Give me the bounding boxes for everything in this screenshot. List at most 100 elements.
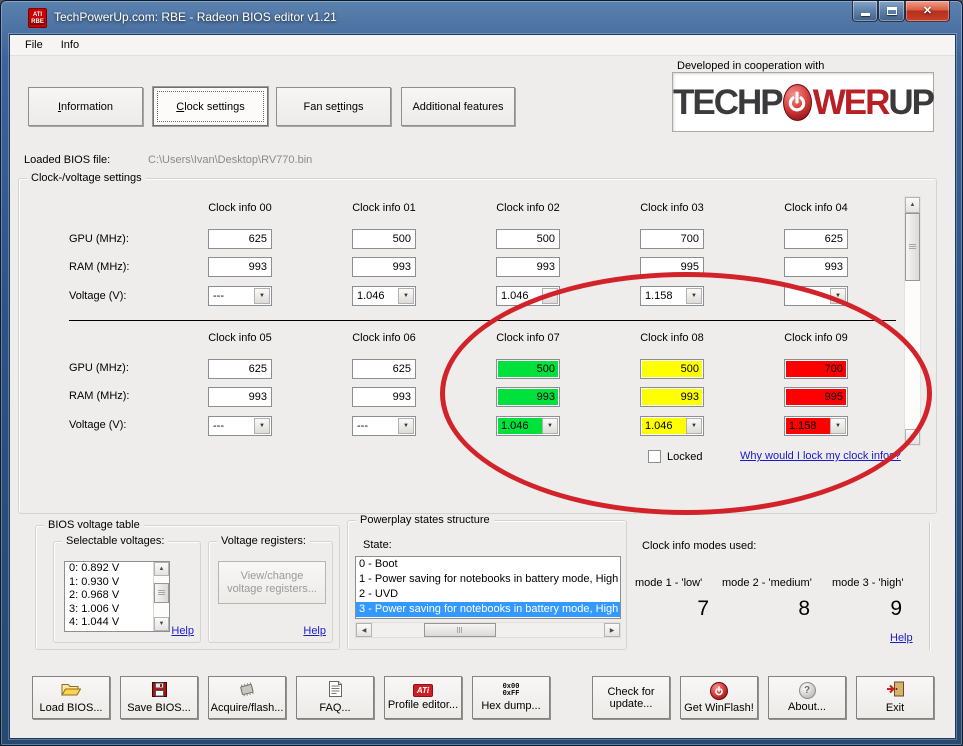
list-item[interactable]: 2 - UVD bbox=[359, 588, 399, 600]
tab-clock-settings[interactable]: Clock settings bbox=[153, 87, 268, 126]
tab-fan-settings[interactable]: Fan settings bbox=[276, 87, 391, 126]
list-item[interactable]: 1 - Power saving for notebooks in batter… bbox=[359, 573, 621, 585]
ram-field[interactable]: 995 bbox=[784, 387, 848, 407]
load-bios-button[interactable]: Load BIOS... bbox=[32, 676, 110, 719]
clock-scrollbar[interactable]: ▲ ▼ bbox=[904, 196, 921, 446]
gpu-field[interactable]: 625 bbox=[352, 359, 416, 379]
scroll-left-icon[interactable]: ◀ bbox=[356, 623, 372, 637]
list-item[interactable]: 4: 1.044 V bbox=[69, 616, 120, 629]
gpu-field[interactable]: 500 bbox=[640, 359, 704, 379]
about-button[interactable]: ? About... bbox=[768, 676, 846, 719]
voltage-dropdown[interactable]: --- ▼ bbox=[208, 286, 272, 306]
tab-additional-features[interactable]: Additional features bbox=[401, 87, 515, 126]
menu-file[interactable]: File bbox=[25, 39, 43, 51]
ram-field[interactable]: 995 bbox=[640, 257, 704, 277]
clock-info-column-08: Clock info 08 500 993 1.046 ▼ bbox=[622, 332, 722, 442]
menu-info[interactable]: Info bbox=[60, 39, 80, 51]
get-winflash-button[interactable]: Get WinFlash! bbox=[680, 676, 758, 719]
mode-1-column: mode 1 - 'low' 7 bbox=[635, 577, 709, 621]
check-update-button[interactable]: Check for update... bbox=[592, 676, 670, 719]
chevron-down-icon[interactable]: ▼ bbox=[254, 288, 270, 304]
clock-voltage-group-label: Clock-/voltage settings bbox=[27, 172, 146, 184]
hex-dump-button[interactable]: 0x00 0xFF Hex dump... bbox=[472, 676, 550, 719]
voltage-dropdown[interactable]: 1.046 ▼ bbox=[352, 286, 416, 306]
voltage-dropdown[interactable]: --- ▼ bbox=[352, 416, 416, 436]
state-listbox[interactable]: 0 - Boot 1 - Power saving for notebooks … bbox=[355, 556, 621, 619]
gpu-field[interactable]: 625 bbox=[208, 229, 272, 249]
lock-info-link[interactable]: Why would I lock my clock infos? bbox=[740, 450, 901, 462]
voltage-dropdown[interactable]: 1.158 ▼ bbox=[640, 286, 704, 306]
voltage-dropdown[interactable]: 1.046 ▼ bbox=[496, 416, 560, 436]
ram-field[interactable]: 993 bbox=[208, 257, 272, 277]
locked-checkbox[interactable] bbox=[648, 450, 661, 463]
voltage-row-label: Voltage (V): bbox=[69, 419, 127, 431]
gpu-field[interactable]: 500 bbox=[496, 359, 560, 379]
chevron-down-icon[interactable]: ▼ bbox=[398, 288, 414, 304]
gpu-field[interactable]: 700 bbox=[640, 229, 704, 249]
chevron-down-icon[interactable]: ▼ bbox=[686, 418, 702, 434]
chevron-down-icon[interactable]: ▼ bbox=[398, 418, 414, 434]
scrollbar-thumb[interactable] bbox=[424, 623, 496, 637]
scroll-right-icon[interactable]: ▶ bbox=[604, 623, 620, 637]
scroll-up-icon[interactable]: ▲ bbox=[905, 197, 920, 213]
voltage-dropdown[interactable]: --- ▼ bbox=[208, 416, 272, 436]
acquire-flash-button[interactable]: Acquire/flash... bbox=[208, 676, 286, 719]
clock-info-column-02: Clock info 02 500 993 1.046 ▼ bbox=[478, 202, 578, 312]
list-item[interactable]: 3: 1.006 V bbox=[69, 602, 120, 615]
gpu-field[interactable]: 500 bbox=[352, 229, 416, 249]
ram-field[interactable]: 993 bbox=[352, 257, 416, 277]
ram-field[interactable]: 993 bbox=[352, 387, 416, 407]
profile-editor-button[interactable]: ATi Profile editor... bbox=[384, 676, 462, 719]
chevron-down-icon[interactable]: ▼ bbox=[542, 418, 558, 434]
list-item[interactable]: 2: 0.968 V bbox=[69, 589, 120, 602]
gpu-field[interactable]: 625 bbox=[784, 229, 848, 249]
clock-info-column-04: Clock info 04 625 993 ▼ bbox=[766, 202, 866, 312]
clock-info-header: Clock info 01 bbox=[352, 202, 416, 214]
chevron-down-icon[interactable]: ▼ bbox=[686, 288, 702, 304]
ram-field[interactable]: 993 bbox=[784, 257, 848, 277]
voltages-scrollbar[interactable]: ▲ ▼ bbox=[153, 562, 169, 631]
voltage-dropdown[interactable]: ▼ bbox=[784, 286, 848, 306]
title-bar[interactable]: ATI RBE TechPowerUp.com: RBE - Radeon BI… bbox=[1, 1, 962, 34]
scrollbar-thumb[interactable] bbox=[154, 583, 169, 603]
list-item[interactable]: 1: 0.930 V bbox=[69, 575, 120, 588]
minimize-button[interactable] bbox=[852, 1, 878, 22]
scroll-up-icon[interactable]: ▲ bbox=[154, 562, 169, 576]
voltage-registers-label: Voltage registers: bbox=[217, 535, 310, 547]
ram-field[interactable]: 993 bbox=[208, 387, 272, 407]
ram-field[interactable]: 993 bbox=[496, 257, 560, 277]
scroll-down-icon[interactable]: ▼ bbox=[905, 429, 920, 445]
ram-field[interactable]: 993 bbox=[640, 387, 704, 407]
gpu-field[interactable]: 700 bbox=[784, 359, 848, 379]
gpu-field[interactable]: 625 bbox=[208, 359, 272, 379]
power-button-icon bbox=[782, 83, 812, 121]
list-item[interactable]: 3 - Power saving for notebooks in batter… bbox=[356, 602, 620, 617]
list-item[interactable]: 0: 0.892 V bbox=[69, 562, 120, 574]
voltages-help-link[interactable]: Help bbox=[171, 625, 194, 637]
maximize-button[interactable] bbox=[878, 1, 905, 22]
save-bios-button[interactable]: Save BIOS... bbox=[120, 676, 198, 719]
gpu-field[interactable]: 500 bbox=[496, 229, 560, 249]
close-button[interactable]: ✕ bbox=[905, 1, 950, 22]
state-hscrollbar[interactable]: ◀ ▶ bbox=[355, 622, 621, 638]
modes-help-link[interactable]: Help bbox=[890, 632, 913, 644]
mode-2-label: mode 2 - 'medium' bbox=[722, 577, 812, 589]
scrollbar-thumb[interactable] bbox=[905, 213, 920, 281]
list-item[interactable]: 0 - Boot bbox=[359, 558, 398, 570]
ram-field[interactable]: 993 bbox=[496, 387, 560, 407]
voltage-dropdown[interactable]: 1.046 ▼ bbox=[496, 286, 560, 306]
scroll-down-icon[interactable]: ▼ bbox=[154, 617, 169, 631]
voltages-listbox[interactable]: 0: 0.892 V 1: 0.930 V 2: 0.968 V 3: 1.00… bbox=[64, 561, 170, 632]
faq-button[interactable]: FAQ... bbox=[296, 676, 374, 719]
mode-3-label: mode 3 - 'high' bbox=[832, 577, 904, 589]
chevron-down-icon[interactable]: ▼ bbox=[830, 288, 846, 304]
exit-button[interactable]: Exit bbox=[856, 676, 934, 719]
voltage-dropdown[interactable]: 1.046 ▼ bbox=[640, 416, 704, 436]
chevron-down-icon[interactable]: ▼ bbox=[830, 418, 846, 434]
chevron-down-icon[interactable]: ▼ bbox=[542, 288, 558, 304]
chevron-down-icon[interactable]: ▼ bbox=[254, 418, 270, 434]
view-change-registers-button[interactable]: View/change voltage registers... bbox=[218, 561, 326, 604]
registers-help-link[interactable]: Help bbox=[303, 625, 326, 637]
tab-information[interactable]: Information bbox=[28, 87, 143, 126]
voltage-dropdown[interactable]: 1.158 ▼ bbox=[784, 416, 848, 436]
